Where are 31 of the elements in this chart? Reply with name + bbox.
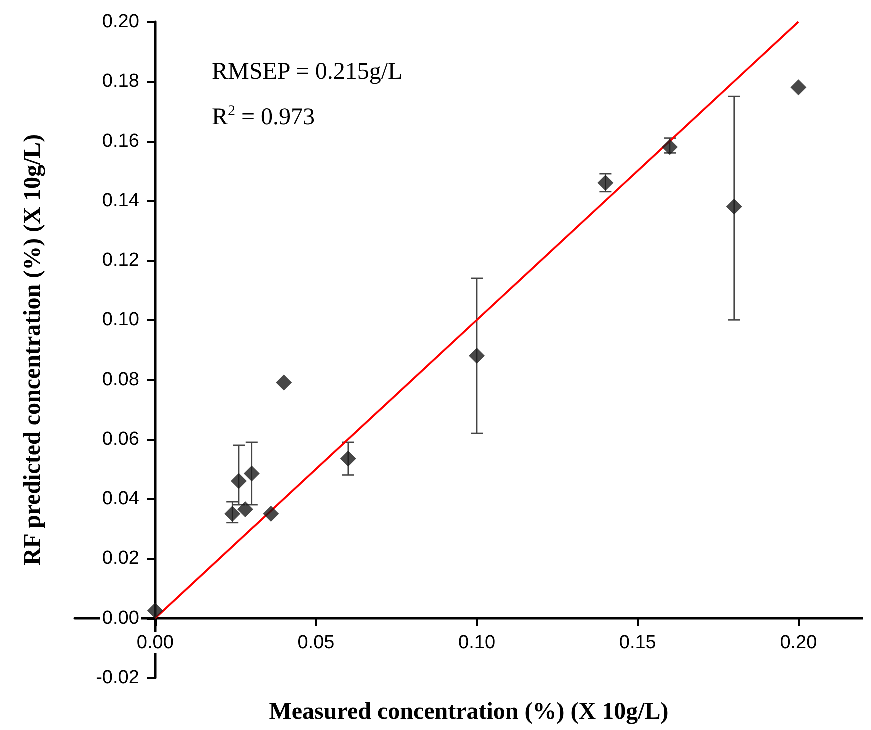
point bbox=[469, 348, 486, 364]
y-tick-label: 0.10 bbox=[102, 310, 140, 331]
x-tick-label: 0.00 bbox=[136, 632, 174, 654]
x-tick-label: 0.05 bbox=[298, 632, 335, 654]
x-tick-label: 0.10 bbox=[458, 632, 496, 654]
y-tick-label: 0.12 bbox=[102, 250, 140, 272]
y-tick-label: 0.18 bbox=[102, 71, 140, 92]
y-tick-label: 0.04 bbox=[102, 488, 140, 510]
point bbox=[726, 198, 742, 215]
point bbox=[244, 466, 260, 482]
y-tick-label: 0.06 bbox=[102, 428, 140, 450]
y-tick-label: 0.02 bbox=[102, 548, 140, 570]
point bbox=[276, 374, 292, 391]
x-axis-title: Measured concentration (%) (X 10g/L) bbox=[269, 699, 669, 725]
point bbox=[340, 450, 356, 467]
x-tick-label: 0.15 bbox=[619, 632, 656, 654]
point bbox=[224, 506, 241, 522]
point bbox=[263, 506, 280, 522]
y-tick-label: 0.16 bbox=[102, 130, 140, 152]
point bbox=[790, 80, 807, 96]
y-tick-label: 0.08 bbox=[102, 369, 140, 390]
point bbox=[237, 502, 254, 518]
point bbox=[147, 602, 164, 619]
y-tick-label: 0.20 bbox=[102, 12, 140, 32]
annotation: RMSEP = 0.215g/L bbox=[212, 59, 403, 85]
y-tick-label: 0.14 bbox=[102, 190, 140, 212]
x-tick-label: 0.20 bbox=[780, 632, 818, 654]
y-axis-title: RF predicted concentration (%) (X 10g/L) bbox=[20, 134, 46, 566]
point bbox=[231, 473, 248, 490]
y-tick-label: -0.02 bbox=[96, 668, 140, 688]
y-tick-label: 0.00 bbox=[102, 608, 140, 629]
